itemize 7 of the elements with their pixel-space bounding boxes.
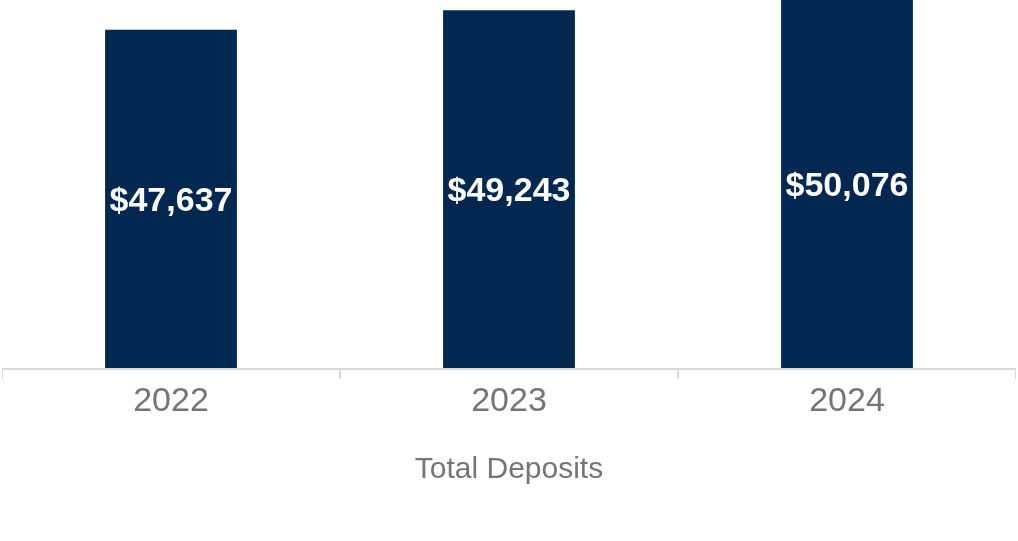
x-tick-label: 2022 (133, 379, 209, 418)
data-label: $49,243 (447, 170, 571, 209)
data-label: $50,076 (785, 165, 909, 203)
x-tick-label: 2023 (471, 379, 547, 418)
data-label: $47,637 (109, 179, 233, 218)
x-axis-title: Total Deposits (414, 450, 604, 484)
x-tick-label: 2024 (809, 379, 885, 418)
